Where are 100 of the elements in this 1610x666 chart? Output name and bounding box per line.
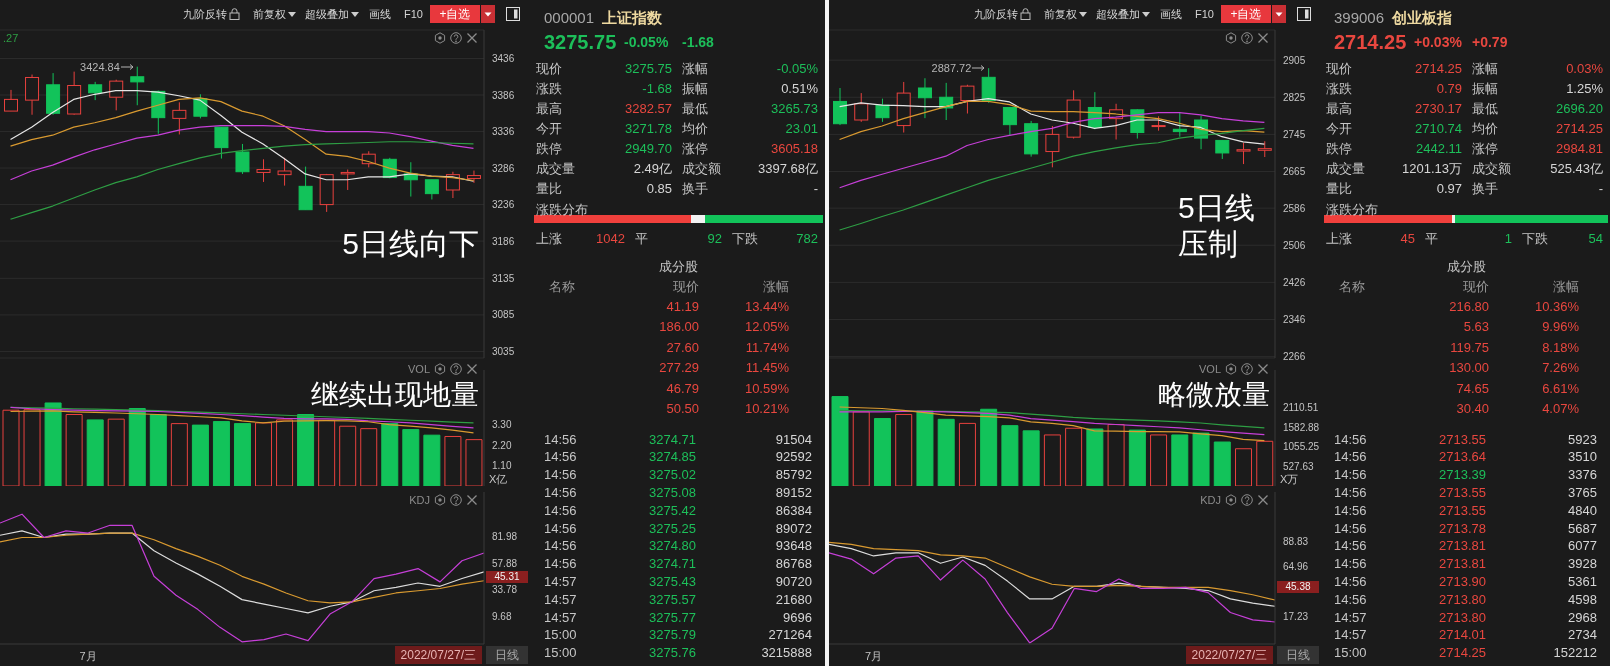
bar	[1150, 434, 1168, 486]
candlestick	[960, 84, 975, 115]
bar	[170, 423, 188, 486]
text: 14:56	[1334, 555, 1367, 573]
text: 2734	[1568, 626, 1597, 644]
text: 14:56	[1334, 519, 1367, 537]
bar	[191, 424, 209, 486]
text: 91504	[775, 430, 812, 448]
text: 九阶反转	[183, 7, 227, 21]
text: 3605.18	[771, 139, 818, 157]
text: 3275.75	[625, 59, 672, 77]
y-tick-label: 2586	[1283, 202, 1306, 214]
y-tick-label: 1.10	[492, 460, 512, 472]
text: -	[1598, 179, 1603, 197]
y-tick-label: 3436	[492, 53, 515, 65]
text: 14:57	[1334, 626, 1367, 644]
text: 000001	[544, 8, 595, 28]
text: 画线	[1160, 7, 1182, 21]
y-tick-label: 33.78	[492, 584, 518, 596]
text: 41.19	[666, 297, 699, 315]
text: F10	[1195, 7, 1214, 21]
text: 7.26%	[1542, 359, 1579, 376]
annotation: .27	[3, 31, 19, 45]
bar	[128, 408, 146, 486]
text: 93648	[775, 537, 812, 555]
text: 14:56	[544, 519, 577, 537]
bar	[916, 410, 934, 486]
text: 0.85	[646, 179, 672, 197]
text: 8.18%	[1542, 338, 1579, 356]
text: +0.03%	[1414, 33, 1462, 51]
text: 现价	[1326, 59, 1352, 77]
text: 2713.81	[1439, 555, 1486, 573]
bar	[937, 418, 955, 486]
text: 525.43亿	[1550, 159, 1603, 177]
text: +自选	[430, 5, 480, 23]
bar	[23, 409, 41, 486]
y-tick-label: 527.63	[1283, 460, 1315, 472]
text: 超级叠加	[305, 7, 349, 21]
text: 日线	[486, 646, 528, 664]
bar	[1256, 440, 1274, 486]
bar	[873, 418, 891, 486]
text: 涨跌分布	[536, 200, 588, 218]
text: 涨跌	[536, 79, 562, 97]
bar	[423, 434, 441, 486]
text: 涨幅	[1472, 59, 1498, 77]
text: 90720	[775, 572, 812, 590]
text: 4598	[1568, 590, 1597, 608]
y-tick-label: 3035	[492, 345, 515, 357]
text: 成交量	[1326, 159, 1365, 177]
text: 12.05%	[744, 318, 789, 335]
text: 2713.39	[1439, 466, 1486, 484]
text: 2968	[1568, 608, 1597, 626]
text: +自选	[1221, 5, 1271, 23]
candlestick	[277, 157, 292, 187]
text: -0.05%	[624, 33, 669, 51]
candlestick	[88, 81, 103, 101]
text: 画线	[369, 7, 391, 21]
text: 14:56	[1334, 590, 1367, 608]
y-tick-label: 9.68	[492, 611, 512, 623]
text: 现价	[673, 277, 699, 295]
candlestick	[193, 93, 208, 119]
y-tick-label: 2665	[1283, 166, 1306, 178]
text: 3274.80	[649, 537, 696, 555]
text: 14:57	[544, 590, 577, 608]
text: 涨幅	[1553, 277, 1579, 295]
text: 跌停	[1326, 139, 1352, 157]
line-series	[839, 409, 1265, 429]
text: 14:56	[1334, 537, 1367, 555]
text: 30.40	[1456, 400, 1489, 417]
candlestick	[1215, 139, 1230, 160]
text: 最低	[1472, 99, 1498, 117]
text: 3271.78	[625, 119, 672, 137]
y-tick-label: 64.96	[1283, 561, 1309, 573]
y-tick-label: 88.83	[1283, 536, 1309, 547]
candlestick	[130, 66, 145, 106]
bar	[444, 435, 462, 486]
bar	[852, 411, 870, 486]
candlestick	[172, 101, 187, 135]
text: 14:56	[544, 555, 577, 573]
text: 399006	[1334, 8, 1385, 28]
y-tick-label: 2745	[1283, 128, 1306, 140]
text: -1.68	[682, 33, 714, 51]
text: 九阶反转	[974, 7, 1018, 21]
candlestick	[235, 143, 250, 175]
candlestick	[256, 158, 271, 183]
text: 277.29	[659, 359, 699, 376]
text: 9.96%	[1542, 318, 1579, 335]
text: 3510	[1568, 448, 1597, 466]
text: 成交额	[682, 159, 721, 177]
chart-title: KDJ	[1200, 493, 1221, 507]
text: 3928	[1568, 555, 1597, 573]
annotation: 5日线向下	[342, 226, 479, 262]
text: 前复权	[1044, 7, 1077, 21]
bar	[318, 419, 336, 486]
bar	[276, 419, 294, 486]
text: 3275.77	[649, 608, 696, 626]
text: 3275.79	[649, 626, 696, 644]
y-tick-label: 2.20	[492, 439, 512, 451]
bar	[1022, 430, 1040, 486]
annotation: 略微放量	[1158, 378, 1270, 412]
